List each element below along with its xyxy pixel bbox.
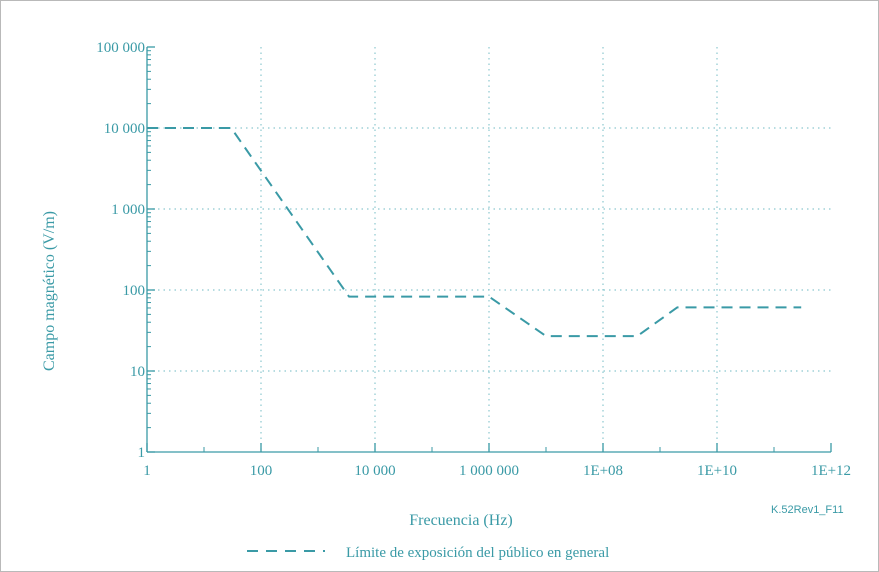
x-axis-title: Frecuencia (Hz) xyxy=(409,512,513,529)
grid xyxy=(147,47,831,452)
y-tick-label: 100 000 xyxy=(96,40,145,56)
y-axis-title: Campo magnético (V/m) xyxy=(41,211,58,371)
figure-code-label: K.52Rev1_F11 xyxy=(771,504,844,516)
legend-entry-label: Límite de exposición del público en gene… xyxy=(346,545,609,561)
x-tick-label: 1E+10 xyxy=(697,463,737,479)
x-tick-label: 1E+12 xyxy=(811,463,851,479)
x-tick-label: 100 xyxy=(250,463,273,479)
y-tick-label: 10 xyxy=(130,364,145,380)
x-tick-label: 10 000 xyxy=(354,463,395,479)
series-layer xyxy=(147,127,802,338)
y-tick-label: 1 000 xyxy=(111,202,145,218)
tick-labels: 1 10 100 1 000 10 000 100 000 1 100 10 000 1 000 … xyxy=(96,40,851,479)
x-tick-label: 1E+08 xyxy=(583,463,623,479)
x-tick-label: 1 000 000 xyxy=(459,463,519,479)
y-tick-label: 100 xyxy=(123,283,146,299)
axes xyxy=(146,46,832,453)
y-tick-label: 1 xyxy=(138,445,146,461)
series-line xyxy=(147,127,802,338)
y-tick-label: 10 000 xyxy=(104,121,145,137)
x-tick-label: 1 xyxy=(143,463,151,479)
legend: Límite de exposición del público en gene… xyxy=(247,545,609,561)
